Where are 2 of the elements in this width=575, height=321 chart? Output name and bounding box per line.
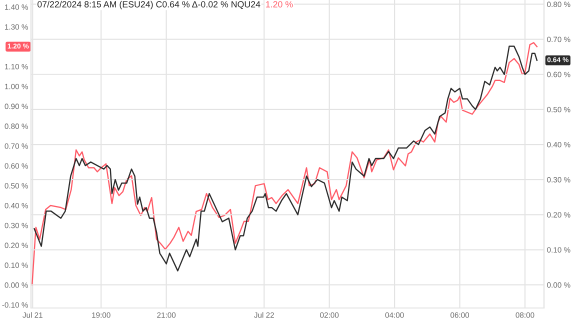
chart-title: 07/22/2024 8:15 AM (ESU24) C0.64 % Δ-0.02 % NQU24 <box>38 0 260 10</box>
chart-subtitle: 1.20 % <box>266 1 293 8</box>
